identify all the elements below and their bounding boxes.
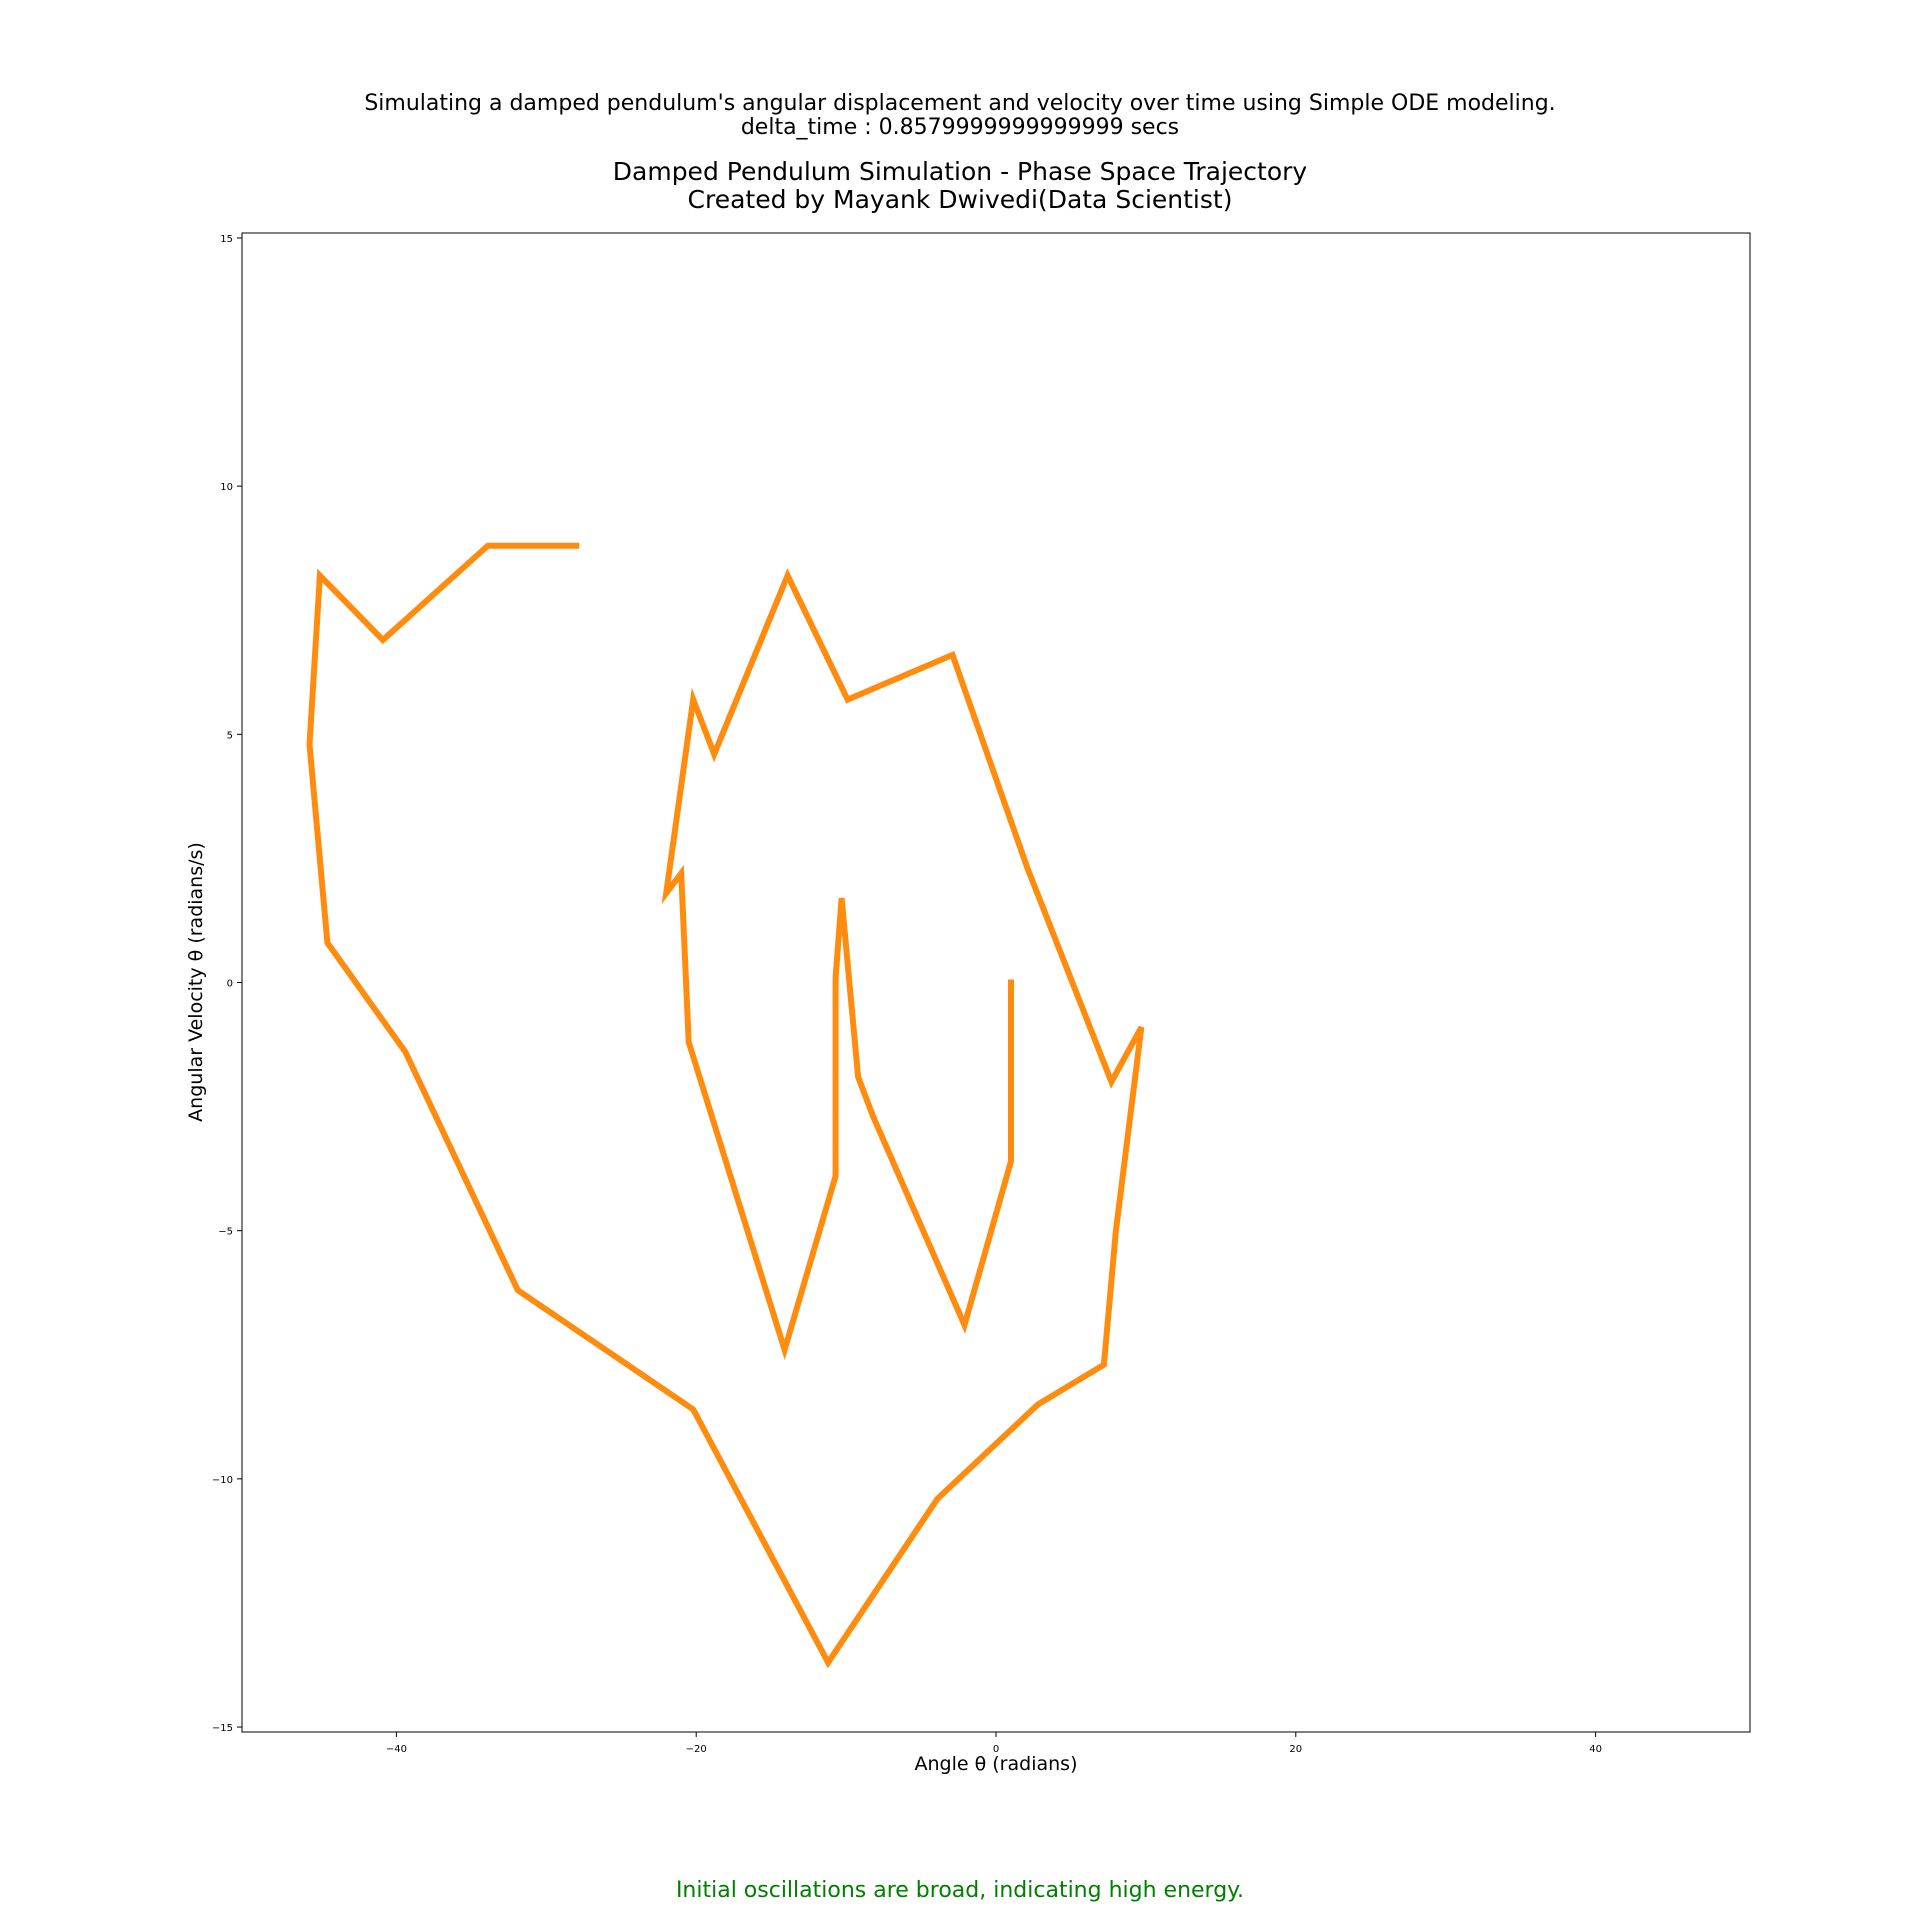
x-tick-label: 0 bbox=[993, 1744, 999, 1755]
x-tick-label: −20 bbox=[686, 1744, 707, 1755]
annotation-text: Initial oscillations are broad, indicati… bbox=[675, 1878, 1245, 1903]
y-tick-label: −10 bbox=[212, 1475, 233, 1486]
y-axis-label: Angular Velocity θ (radians/s) bbox=[185, 842, 207, 1122]
x-axis-label: Angle θ (radians) bbox=[915, 1753, 1078, 1775]
y-tick-label: −5 bbox=[218, 1227, 233, 1238]
chart-title-line-1: Damped Pendulum Simulation - Phase Space… bbox=[612, 157, 1308, 186]
suptitle-line-2: delta_time : 0.8579999999999999 secs bbox=[740, 115, 1180, 140]
x-tick-label: −40 bbox=[386, 1744, 407, 1755]
x-tick-label: 20 bbox=[1289, 1744, 1302, 1755]
phase-trajectory-line bbox=[306, 542, 1145, 1669]
y-tick-label: 5 bbox=[227, 730, 233, 741]
y-tick-label: 10 bbox=[220, 482, 233, 493]
figure-suptitle: Simulating a damped pendulum's angular d… bbox=[0, 92, 1920, 140]
series-layer bbox=[306, 542, 1145, 1669]
x-tick-label: 40 bbox=[1589, 1744, 1602, 1755]
y-tick-label: 15 bbox=[220, 234, 233, 245]
chart-title: Damped Pendulum Simulation - Phase Space… bbox=[0, 158, 1920, 214]
plot-frame bbox=[241, 232, 1751, 1733]
tick-layer: −40 −20 0 20 40 −15 −10 −5 0 5 10 15 bbox=[212, 234, 1602, 1755]
chart-title-line-2: Created by Mayank Dwivedi(Data Scientist… bbox=[687, 185, 1233, 214]
y-tick-label: −15 bbox=[212, 1723, 233, 1734]
y-tick-label: 0 bbox=[227, 979, 233, 990]
suptitle-line-1: Simulating a damped pendulum's angular d… bbox=[364, 91, 1556, 116]
